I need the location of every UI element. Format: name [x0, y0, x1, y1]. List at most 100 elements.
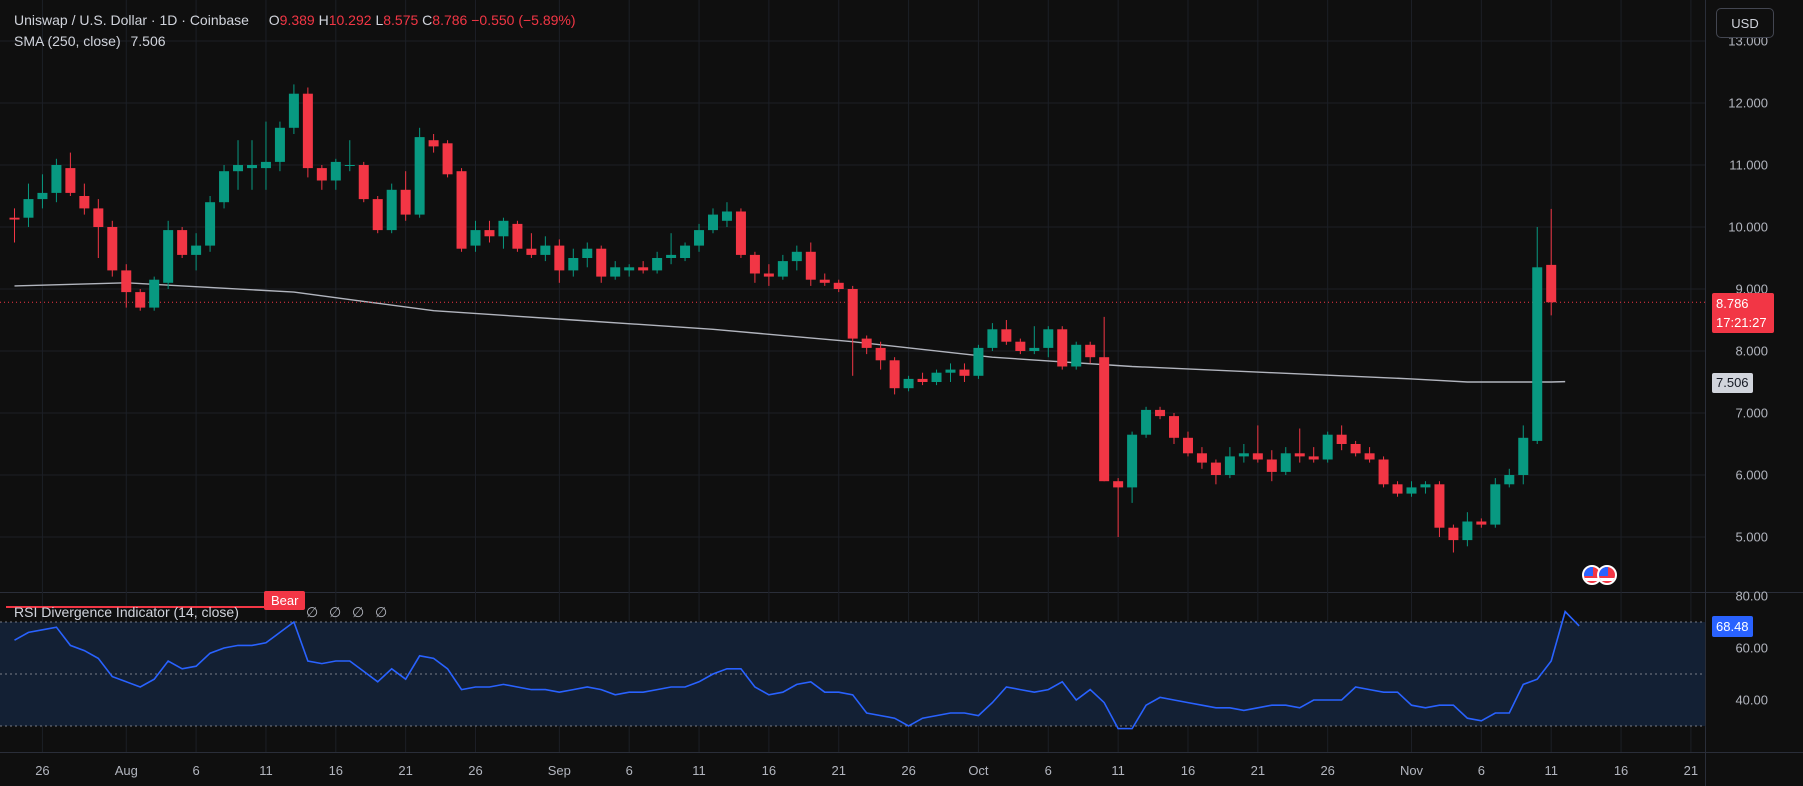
x-tick-label: 21 — [1684, 763, 1698, 778]
candle-body — [135, 292, 146, 308]
candle-body — [763, 273, 774, 277]
us-event-flag-icon-2[interactable] — [1597, 565, 1617, 585]
candle-body — [973, 347, 984, 376]
candle-body — [372, 199, 383, 231]
candle-body — [1155, 409, 1166, 417]
candle-body — [1546, 264, 1557, 303]
candle-body — [260, 161, 271, 169]
candle-body — [652, 258, 663, 271]
candle-body — [987, 329, 998, 348]
candle-body — [9, 217, 20, 220]
x-tick-label: Oct — [968, 763, 989, 778]
candle-body — [1182, 437, 1193, 454]
x-tick-label: 11 — [692, 763, 706, 778]
candle-body — [498, 220, 509, 237]
null-marker-3: ∅ — [352, 604, 365, 620]
candle-body — [1406, 487, 1417, 494]
candle-body — [1224, 456, 1235, 475]
candle-body — [638, 267, 649, 271]
candle-body — [1434, 484, 1445, 528]
candle-body — [414, 137, 425, 215]
x-tick-label: 21 — [1251, 763, 1265, 778]
candle-body — [386, 189, 397, 231]
candle-body — [400, 189, 411, 215]
x-tick-label: 26 — [1320, 763, 1334, 778]
candle-body — [680, 245, 691, 258]
last-price-value: 8.786 — [1716, 296, 1749, 311]
candle-body — [37, 192, 48, 200]
price-tick-label: 7.000 — [1735, 406, 1768, 421]
candles-group — [9, 84, 1557, 553]
candle-body — [568, 258, 579, 271]
x-tick-label: 26 — [35, 763, 49, 778]
candle-body — [316, 168, 327, 181]
symbol-legend: Uniswap / U.S. Dollar · 1D · Coinbase O9… — [14, 12, 576, 28]
sma-value: 7.506 — [130, 33, 166, 49]
candle-body — [666, 254, 677, 258]
sma-line — [14, 282, 1566, 383]
x-tick-label: 11 — [1544, 763, 1558, 778]
candle-body — [917, 378, 928, 382]
price-tick-label: 9.000 — [1735, 282, 1768, 297]
candle-body — [1420, 484, 1431, 488]
candle-body — [93, 208, 104, 227]
candle-body — [1280, 453, 1291, 472]
candle-body — [191, 245, 202, 255]
x-tick-label: Aug — [115, 763, 138, 778]
low-label: L — [375, 12, 384, 28]
candle-body — [526, 248, 537, 255]
rsi-value-tag: 68.48 — [1712, 616, 1753, 637]
price-tick-label: 12.000 — [1728, 96, 1768, 111]
candle-body — [302, 93, 313, 169]
candle-body — [1490, 484, 1501, 525]
close-value: 8.786 — [432, 12, 468, 28]
candle-body — [749, 254, 760, 274]
candle-body — [79, 196, 90, 209]
x-tick-label: 16 — [1181, 763, 1195, 778]
candle-body — [177, 230, 188, 255]
x-tick-label: Nov — [1400, 763, 1424, 778]
price-change: −0.550 (−5.89%) — [471, 12, 576, 28]
price-tick-label: 6.000 — [1735, 468, 1768, 483]
candle-body — [358, 165, 369, 200]
x-tick-label: 6 — [626, 763, 633, 778]
candle-body — [442, 143, 453, 175]
sma-legend[interactable]: SMA (250, close) 7.506 — [14, 33, 166, 49]
candle-body — [903, 378, 914, 389]
null-marker-2: ∅ — [329, 604, 342, 620]
candle-body — [1532, 267, 1543, 441]
x-tick-label: 26 — [468, 763, 482, 778]
candle-body — [861, 338, 872, 348]
x-tick-label: 11 — [1111, 763, 1125, 778]
price-tick-label: 5.000 — [1735, 530, 1768, 545]
candle-body — [1518, 437, 1529, 475]
sma-label: SMA (250, close) — [14, 33, 121, 49]
candle-body — [1392, 484, 1403, 494]
candle-body — [1378, 459, 1389, 485]
candle-body — [1029, 347, 1040, 351]
currency-button[interactable]: USD — [1716, 8, 1774, 38]
candle-body — [694, 230, 705, 246]
candle-body — [721, 211, 732, 221]
candle-body — [596, 248, 607, 277]
rsi-tick-label: 60.00 — [1735, 641, 1768, 656]
symbol-name: Uniswap / U.S. Dollar · 1D · Coinbase — [14, 12, 249, 28]
candle-body — [1196, 453, 1207, 463]
x-tick-label: 11 — [259, 763, 273, 778]
rsi-legend[interactable]: RSI Divergence Indicator (14, close) — [14, 604, 239, 620]
candle-body — [107, 227, 118, 271]
candle-body — [945, 369, 956, 373]
candle-body — [624, 267, 635, 271]
candle-body — [1322, 434, 1333, 460]
candle-body — [484, 230, 495, 237]
candle-body — [121, 270, 132, 293]
rsi-tick-label: 40.00 — [1735, 693, 1768, 708]
x-tick-label: Sep — [548, 763, 571, 778]
last-price-tag: 8.786 17:21:27 — [1712, 293, 1774, 333]
x-tick-label: 6 — [1045, 763, 1052, 778]
rsi-tick-label: 80.00 — [1735, 589, 1768, 604]
candle-body — [777, 261, 788, 277]
candle-body — [1210, 462, 1221, 475]
candle-body — [428, 140, 439, 147]
